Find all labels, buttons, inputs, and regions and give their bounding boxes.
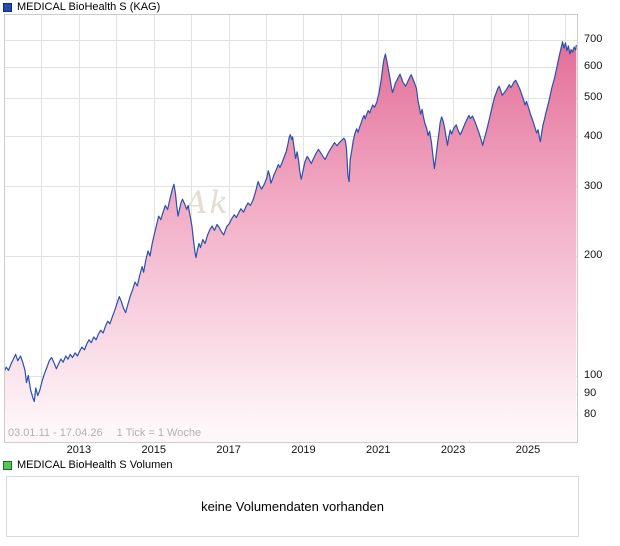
x-tick-label: 2015 bbox=[141, 444, 166, 456]
x-tick-label: 2017 bbox=[216, 444, 241, 456]
volume-legend: MEDICAL BioHealth S Volumen bbox=[3, 460, 173, 471]
volume-legend-label: MEDICAL BioHealth S Volumen bbox=[17, 459, 173, 471]
x-tick-label: 2013 bbox=[66, 444, 92, 456]
price-series-marker-icon bbox=[3, 3, 12, 12]
x-tick-label: 2021 bbox=[366, 444, 391, 456]
y-tick-label: 100 bbox=[584, 369, 603, 382]
volume-series-marker-icon bbox=[3, 461, 12, 470]
y-tick-label: 500 bbox=[584, 91, 603, 104]
y-tick-label: 300 bbox=[584, 179, 603, 192]
price-legend-label: MEDICAL BioHealth S (KAG) bbox=[17, 1, 161, 13]
y-tick-label: 90 bbox=[584, 387, 597, 400]
y-tick-label: 80 bbox=[584, 407, 597, 420]
date-range-label: 03.01.11 - 17.04.26 bbox=[8, 427, 103, 439]
y-tick-label: 200 bbox=[584, 249, 603, 262]
price-chart-plot-area[interactable]: Ak 03.01.11 - 17.04.26 1 Tick = 1 Woche bbox=[4, 14, 578, 443]
y-tick-label: 700 bbox=[584, 33, 603, 46]
area-fill bbox=[4, 41, 577, 443]
y-tick-label: 600 bbox=[584, 60, 603, 72]
x-tick-label: 2025 bbox=[515, 444, 541, 456]
price-legend: MEDICAL BioHealth S (KAG) bbox=[3, 2, 160, 13]
plot-border bbox=[4, 14, 578, 443]
x-tick-label: 2023 bbox=[440, 444, 466, 456]
volume-panel: keine Volumendaten vorhanden bbox=[6, 476, 579, 537]
y-tick-label: 400 bbox=[584, 129, 603, 142]
price-line bbox=[4, 41, 577, 403]
volume-empty-message: keine Volumendaten vorhanden bbox=[201, 499, 384, 514]
tick-note-label: 1 Tick = 1 Woche bbox=[116, 427, 202, 439]
price-chart-canvas[interactable] bbox=[4, 14, 578, 443]
watermark-text: Ak bbox=[185, 185, 231, 221]
x-tick-label: 2019 bbox=[291, 444, 316, 456]
date-range-info: 03.01.11 - 17.04.26 1 Tick = 1 Woche bbox=[8, 427, 201, 439]
